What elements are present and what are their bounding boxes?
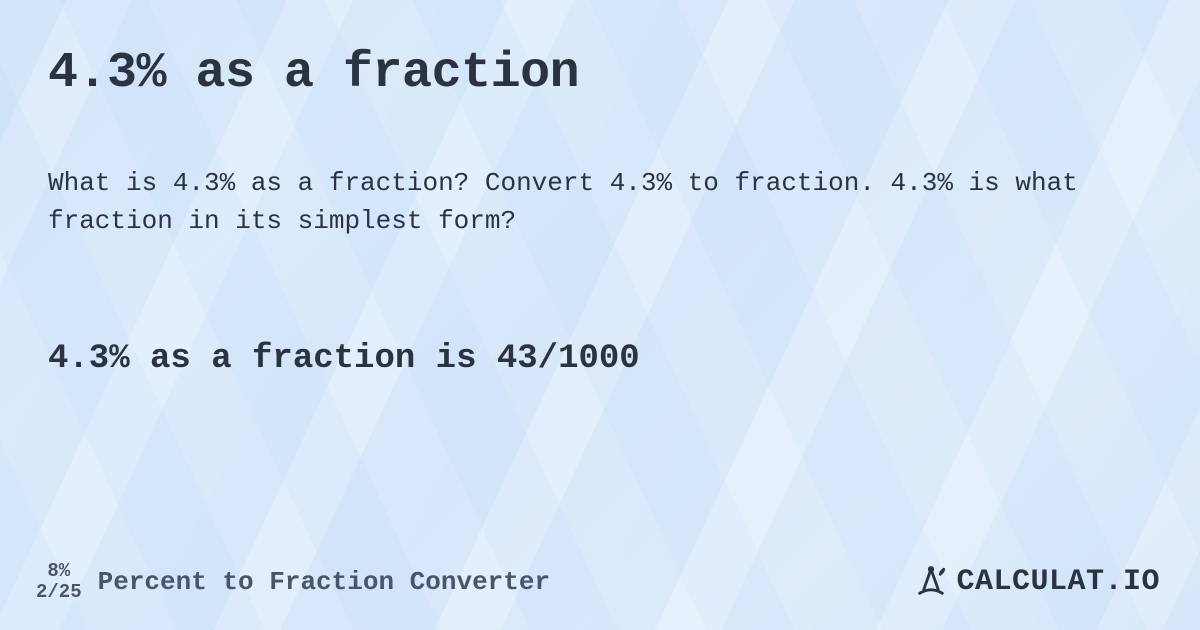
footer-left: 8% 2/25 Percent to Fraction Converter xyxy=(36,562,550,602)
icon-fraction-text: 2/25 xyxy=(36,583,82,602)
icon-percent-text: 8% xyxy=(47,562,70,581)
page-title: 4.3% as a fraction xyxy=(48,46,1152,101)
footer: 8% 2/25 Percent to Fraction Converter CA… xyxy=(0,562,1200,630)
brand: CALCULAT.IO xyxy=(914,565,1160,599)
footer-label: Percent to Fraction Converter xyxy=(98,567,550,597)
brand-text: CALCULAT.IO xyxy=(956,565,1160,599)
main-content: 4.3% as a fraction What is 4.3% as a fra… xyxy=(0,0,1200,630)
answer-text: 4.3% as a fraction is 43/1000 xyxy=(48,340,1152,378)
question-text: What is 4.3% as a fraction? Convert 4.3%… xyxy=(48,165,1152,240)
percent-fraction-icon: 8% 2/25 xyxy=(36,562,82,602)
calculator-drafting-icon xyxy=(914,565,948,599)
